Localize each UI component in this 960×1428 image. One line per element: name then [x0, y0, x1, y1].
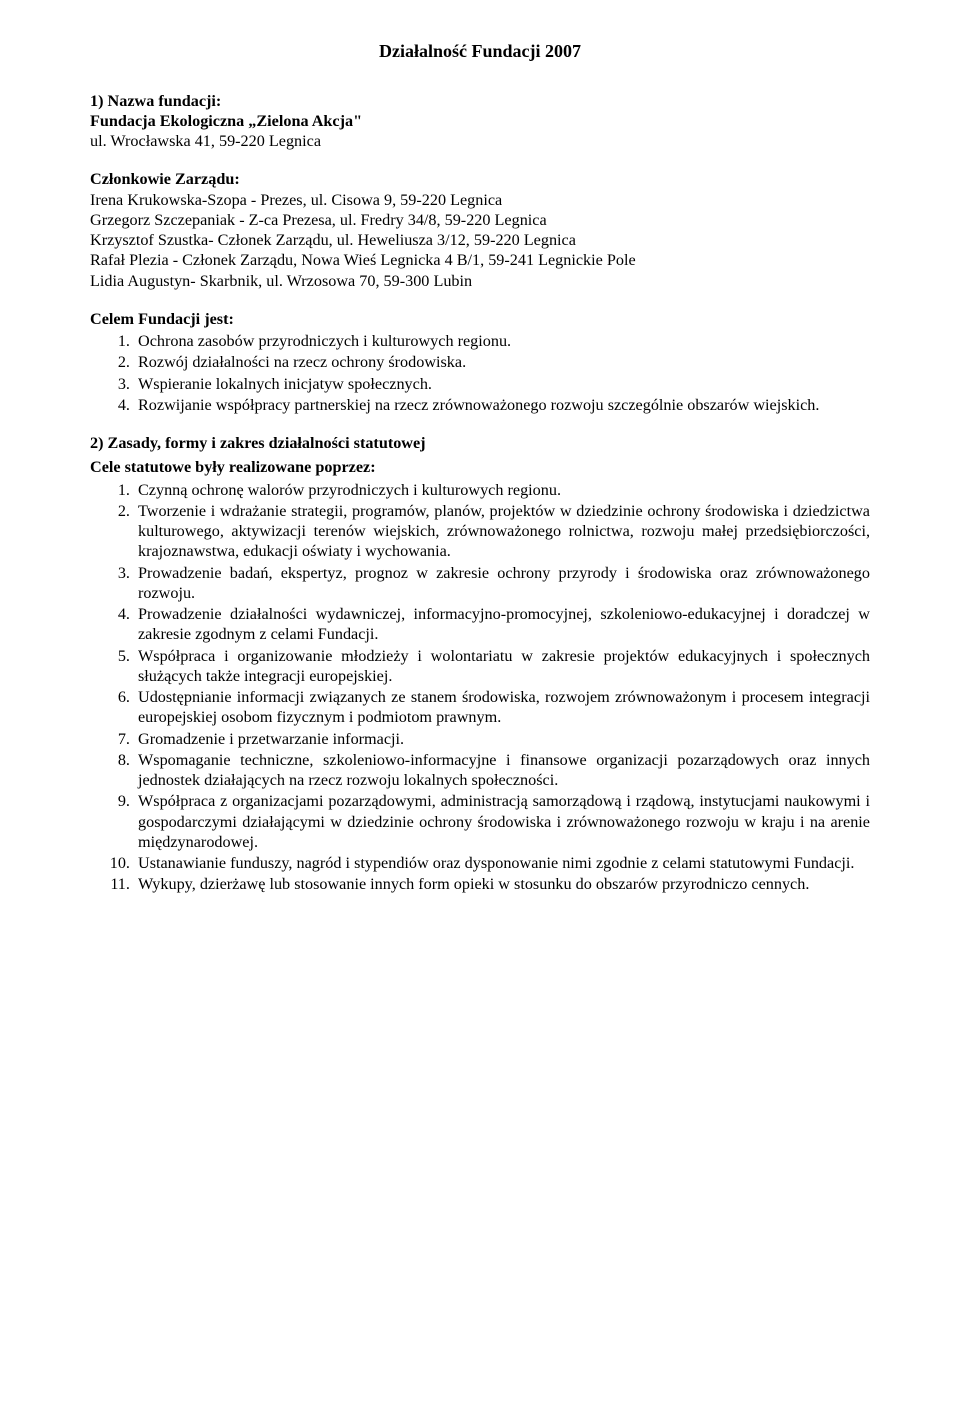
- section-1-header: 1) Nazwa fundacji: Fundacja Ekologiczna …: [90, 91, 870, 152]
- org-name: Fundacja Ekologiczna „Zielona Akcja": [90, 111, 870, 131]
- page-title: Działalność Fundacji 2007: [90, 40, 870, 63]
- statutory-label: Cele statutowe były realizowane poprzez:: [90, 457, 870, 477]
- list-item: Prowadzenie badań, ekspertyz, prognoz w …: [134, 563, 870, 604]
- statutory-list: Czynną ochronę walorów przyrodniczych i …: [134, 480, 870, 895]
- list-item: Rozwijanie współpracy partnerskiej na rz…: [134, 395, 870, 415]
- list-item: Gromadzenie i przetwarzanie informacji.: [134, 729, 870, 749]
- list-item: Rozwój działalności na rzecz ochrony śro…: [134, 352, 870, 372]
- board-label: Członkowie Zarządu:: [90, 169, 870, 189]
- list-item: Wspieranie lokalnych inicjatyw społeczny…: [134, 374, 870, 394]
- org-address: ul. Wrocławska 41, 59-220 Legnica: [90, 131, 870, 151]
- list-item: Ochrona zasobów przyrodniczych i kulturo…: [134, 331, 870, 351]
- list-item: Czynną ochronę walorów przyrodniczych i …: [134, 480, 870, 500]
- list-item: Współpraca z organizacjami pozarządowymi…: [134, 791, 870, 852]
- section-1-label: 1) Nazwa fundacji:: [90, 91, 870, 111]
- board-block: Członkowie Zarządu: Irena Krukowska-Szop…: [90, 169, 870, 291]
- board-member: Krzysztof Szustka- Członek Zarządu, ul. …: [90, 230, 870, 250]
- goals-label: Celem Fundacji jest:: [90, 309, 870, 329]
- list-item: Wspomaganie techniczne, szkoleniowo-info…: [134, 750, 870, 791]
- list-item: Tworzenie i wdrażanie strategii, program…: [134, 501, 870, 562]
- list-item: Ustanawianie funduszy, nagród i stypendi…: [134, 853, 870, 873]
- board-member: Lidia Augustyn- Skarbnik, ul. Wrzosowa 7…: [90, 271, 870, 291]
- goals-block: Celem Fundacji jest: Ochrona zasobów prz…: [90, 309, 870, 415]
- list-item: Udostępnianie informacji związanych ze s…: [134, 687, 870, 728]
- list-item: Współpraca i organizowanie młodzieży i w…: [134, 646, 870, 687]
- board-member: Grzegorz Szczepaniak - Z-ca Prezesa, ul.…: [90, 210, 870, 230]
- board-member: Irena Krukowska-Szopa - Prezes, ul. Ciso…: [90, 190, 870, 210]
- statutory-block: Cele statutowe były realizowane poprzez:…: [90, 457, 870, 894]
- board-member: Rafał Plezia - Członek Zarządu, Nowa Wie…: [90, 250, 870, 270]
- section-2-label: 2) Zasady, formy i zakres działalności s…: [90, 433, 870, 453]
- list-item: Wykupy, dzierżawę lub stosowanie innych …: [134, 874, 870, 894]
- list-item: Prowadzenie działalności wydawniczej, in…: [134, 604, 870, 645]
- goals-list: Ochrona zasobów przyrodniczych i kulturo…: [134, 331, 870, 415]
